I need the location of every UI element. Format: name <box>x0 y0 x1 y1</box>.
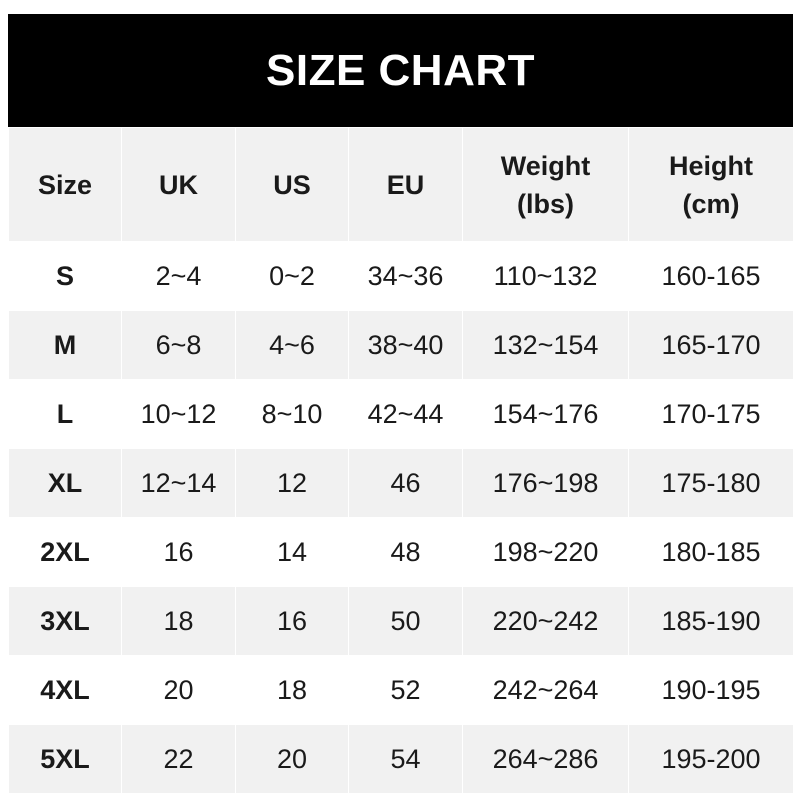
cell-height: 185-190 <box>628 586 794 656</box>
cell-us: 8~10 <box>235 379 349 449</box>
cell-weight: 154~176 <box>462 379 629 449</box>
table-row: 5XL 22 20 54 264~286 195-200 <box>8 724 794 794</box>
header-weight-unit: (lbs) <box>517 188 574 219</box>
cell-eu: 38~40 <box>348 310 463 380</box>
cell-weight: 242~264 <box>462 655 629 725</box>
page-title: SIZE CHART <box>266 45 535 95</box>
cell-uk: 20 <box>121 655 236 725</box>
cell-uk: 16 <box>121 517 236 587</box>
cell-weight: 264~286 <box>462 724 629 794</box>
cell-size: L <box>8 379 122 449</box>
table-body: S 2~4 0~2 34~36 110~132 160-165 M 6~8 4~6 38~40 13… <box>8 241 794 794</box>
cell-height: 190-195 <box>628 655 794 725</box>
cell-weight: 176~198 <box>462 448 629 518</box>
cell-size: 5XL <box>8 724 122 794</box>
header-size: Size <box>8 127 122 242</box>
table-row: L 10~12 8~10 42~44 154~176 170-175 <box>8 379 794 449</box>
cell-us: 12 <box>235 448 349 518</box>
cell-weight: 132~154 <box>462 310 629 380</box>
table-row: S 2~4 0~2 34~36 110~132 160-165 <box>8 241 794 311</box>
cell-height: 170-175 <box>628 379 794 449</box>
cell-size: 2XL <box>8 517 122 587</box>
cell-us: 20 <box>235 724 349 794</box>
size-chart-table: Size UK US EU Weight (lbs) Height (cm) S 2~4 0~2 3… <box>8 127 794 794</box>
table-row: M 6~8 4~6 38~40 132~154 165-170 <box>8 310 794 380</box>
cell-us: 16 <box>235 586 349 656</box>
header-size-label: Size <box>37 169 93 200</box>
cell-us: 14 <box>235 517 349 587</box>
cell-uk: 6~8 <box>121 310 236 380</box>
table-row: 2XL 16 14 48 198~220 180-185 <box>8 517 794 587</box>
cell-size: 3XL <box>8 586 122 656</box>
cell-weight: 220~242 <box>462 586 629 656</box>
header-height: Height (cm) <box>628 127 794 242</box>
cell-uk: 22 <box>121 724 236 794</box>
cell-weight: 198~220 <box>462 517 629 587</box>
cell-us: 18 <box>235 655 349 725</box>
cell-eu: 34~36 <box>348 241 463 311</box>
cell-height: 165-170 <box>628 310 794 380</box>
cell-eu: 42~44 <box>348 379 463 449</box>
cell-eu: 54 <box>348 724 463 794</box>
cell-uk: 18 <box>121 586 236 656</box>
cell-size: M <box>8 310 122 380</box>
header-eu: EU <box>348 127 463 242</box>
cell-height: 175-180 <box>628 448 794 518</box>
header-us: US <box>235 127 349 242</box>
cell-height: 160-165 <box>628 241 794 311</box>
cell-size: 4XL <box>8 655 122 725</box>
cell-eu: 46 <box>348 448 463 518</box>
header-eu-label: EU <box>386 169 425 200</box>
header-weight: Weight (lbs) <box>462 127 629 242</box>
header-height-unit: (cm) <box>682 188 740 219</box>
cell-eu: 48 <box>348 517 463 587</box>
cell-us: 4~6 <box>235 310 349 380</box>
title-bar: SIZE CHART <box>8 14 793 127</box>
cell-size: XL <box>8 448 122 518</box>
cell-uk: 12~14 <box>121 448 236 518</box>
cell-size: S <box>8 241 122 311</box>
cell-height: 180-185 <box>628 517 794 587</box>
cell-eu: 50 <box>348 586 463 656</box>
table-row: 4XL 20 18 52 242~264 190-195 <box>8 655 794 725</box>
cell-us: 0~2 <box>235 241 349 311</box>
header-weight-label: Weight <box>500 150 591 181</box>
header-us-label: US <box>273 169 311 200</box>
cell-eu: 52 <box>348 655 463 725</box>
cell-uk: 10~12 <box>121 379 236 449</box>
cell-height: 195-200 <box>628 724 794 794</box>
table-row: 3XL 18 16 50 220~242 185-190 <box>8 586 794 656</box>
header-height-label: Height <box>669 150 753 181</box>
header-uk: UK <box>121 127 236 242</box>
table-row: XL 12~14 12 46 176~198 175-180 <box>8 448 794 518</box>
cell-weight: 110~132 <box>462 241 629 311</box>
header-uk-label: UK <box>159 169 198 200</box>
cell-uk: 2~4 <box>121 241 236 311</box>
header-row: Size UK US EU Weight (lbs) Height (cm) <box>8 127 794 242</box>
